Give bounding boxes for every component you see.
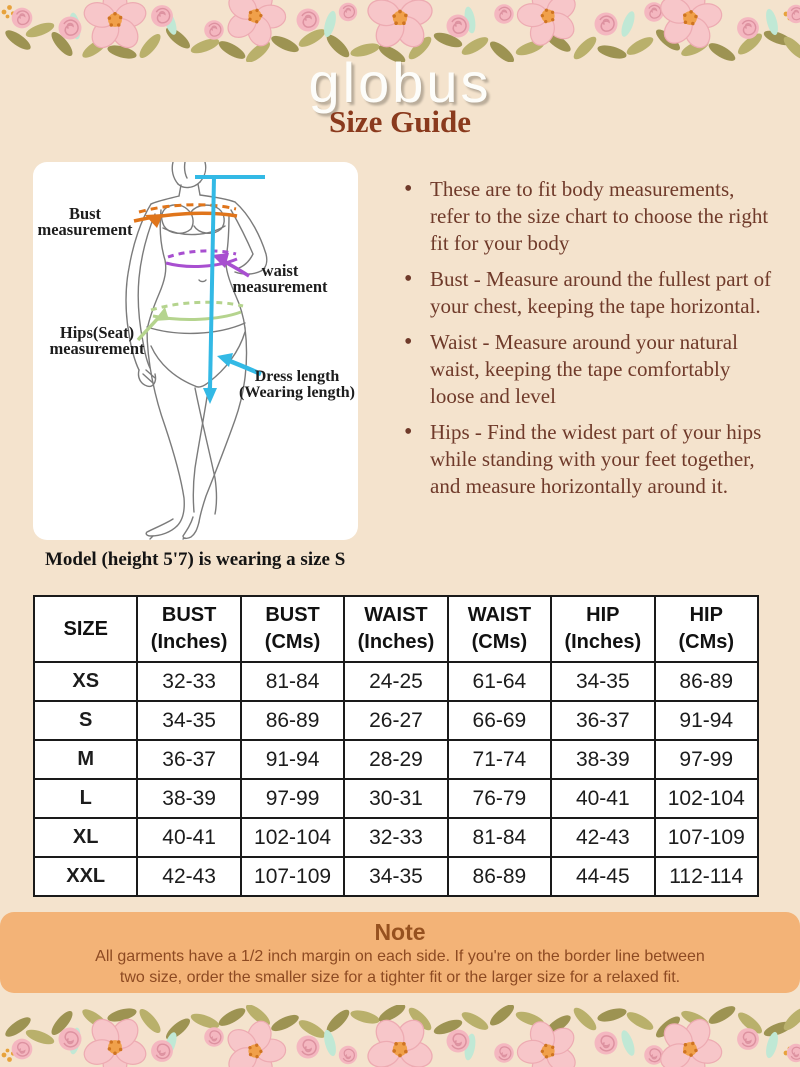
table-cell: 86-89 xyxy=(446,856,553,897)
dress-length-label: Dress length (Wearing length) xyxy=(239,368,355,401)
table-cell: 28-29 xyxy=(343,739,449,780)
bust-measure-line xyxy=(133,203,238,228)
table-cell: 34-35 xyxy=(550,661,656,702)
hips-measure-line xyxy=(136,300,244,342)
table-cell: 40-41 xyxy=(136,817,242,858)
table-cell: 86-89 xyxy=(653,661,760,702)
size-chart-table: SIZE BUST (Inches) BUST (CMs) WAIST (Inches) WA… xyxy=(32,595,760,897)
size-chart-header: SIZE BUST (Inches) BUST (CMs) WAIST (Inches) WA… xyxy=(32,595,760,663)
table-cell: 76-79 xyxy=(446,778,553,819)
table-cell: 102-104 xyxy=(239,817,346,858)
table-row: S 34-35 86-89 26-27 66-69 36-37 91-94 xyxy=(32,700,760,741)
page-title: Size Guide xyxy=(328,104,472,139)
waist-label: waist measurement xyxy=(232,261,328,296)
measurement-instructions: These are to fit body measurements, refe… xyxy=(402,176,775,509)
table-row: XS 32-33 81-84 24-25 61-64 34-35 86-89 xyxy=(32,661,760,702)
size-label-cell: M xyxy=(32,739,139,780)
model-size-note: Model (height 5'7) is wearing a size S xyxy=(45,549,346,570)
table-cell: 24-25 xyxy=(343,661,449,702)
size-label-cell: L xyxy=(32,778,139,819)
table-header-cell: BUST (Inches) xyxy=(136,595,242,663)
table-cell: 91-94 xyxy=(239,739,346,780)
body-measurement-illustration xyxy=(125,162,268,540)
bust-label: Bust measurement xyxy=(37,204,133,239)
table-cell: 81-84 xyxy=(446,817,553,858)
floral-border-bottom-decoration xyxy=(0,1005,800,1067)
size-label-cell: XXL xyxy=(32,856,139,897)
figure-sketch xyxy=(125,162,268,540)
table-cell: 36-37 xyxy=(136,739,242,780)
table-row: XXL 42-43 107-109 34-35 86-89 44-45 112-114 xyxy=(32,856,760,897)
table-header-cell: HIP (Inches) xyxy=(550,595,656,663)
table-cell: 44-45 xyxy=(550,856,656,897)
table-header-cell: HIP (CMs) xyxy=(653,595,760,663)
table-cell: 107-109 xyxy=(653,817,760,858)
instruction-item: Bust - Measure around the fullest part o… xyxy=(402,266,775,320)
instruction-item: Hips - Find the widest part of your hips… xyxy=(402,419,775,500)
size-label-cell: XL xyxy=(32,817,139,858)
measurement-diagram-panel: Bust measurement waist measurement Hips(… xyxy=(33,162,358,540)
note-title: Note xyxy=(374,919,426,945)
table-cell: 34-35 xyxy=(343,856,449,897)
note-text-line: All garments have a 1/2 inch margin on e… xyxy=(95,948,705,965)
table-cell: 42-43 xyxy=(136,856,242,897)
instruction-item: Waist - Measure around your natural wais… xyxy=(402,329,775,410)
table-cell: 42-43 xyxy=(550,817,656,858)
table-cell: 32-33 xyxy=(343,817,449,858)
hips-label: Hips(Seat) measurement xyxy=(49,323,145,358)
table-header-cell: BUST (CMs) xyxy=(239,595,346,663)
table-cell: 66-69 xyxy=(446,700,553,741)
table-cell: 97-99 xyxy=(653,739,760,780)
table-cell: 81-84 xyxy=(239,661,346,702)
table-row: XL 40-41 102-104 32-33 81-84 42-43 107-109 xyxy=(32,817,760,858)
table-cell: 112-114 xyxy=(653,856,760,897)
table-cell: 38-39 xyxy=(550,739,656,780)
table-cell: 38-39 xyxy=(136,778,242,819)
waist-measure-line xyxy=(165,249,250,278)
size-label-cell: XS xyxy=(32,661,139,702)
table-cell: 34-35 xyxy=(136,700,242,741)
table-header-cell: WAIST (Inches) xyxy=(343,595,449,663)
brand-logo: globus xyxy=(308,51,492,114)
table-cell: 86-89 xyxy=(239,700,346,741)
table-cell: 107-109 xyxy=(239,856,346,897)
table-cell: 102-104 xyxy=(653,778,760,819)
table-cell: 40-41 xyxy=(550,778,656,819)
table-header-cell: WAIST (CMs) xyxy=(446,595,553,663)
table-row: M 36-37 91-94 28-29 71-74 38-39 97-99 xyxy=(32,739,760,780)
table-cell: 91-94 xyxy=(653,700,760,741)
table-cell: 61-64 xyxy=(446,661,553,702)
instruction-item: These are to fit body measurements, refe… xyxy=(402,176,775,257)
table-cell: 26-27 xyxy=(343,700,449,741)
note-box: Note All garments have a 1/2 inch margin… xyxy=(0,912,800,993)
table-header-cell: SIZE xyxy=(32,595,139,663)
table-cell: 36-37 xyxy=(550,700,656,741)
table-row: L 38-39 97-99 30-31 76-79 40-41 102-104 xyxy=(32,778,760,819)
size-chart-body: XS 32-33 81-84 24-25 61-64 34-35 86-89 S 34-35 86… xyxy=(32,661,760,897)
table-cell: 30-31 xyxy=(343,778,449,819)
size-label-cell: S xyxy=(32,700,139,741)
table-cell: 97-99 xyxy=(239,778,346,819)
table-cell: 71-74 xyxy=(446,739,553,780)
table-cell: 32-33 xyxy=(136,661,242,702)
dress-length-line xyxy=(195,175,265,404)
note-text-line: two size, order the smaller size for a t… xyxy=(119,969,681,986)
